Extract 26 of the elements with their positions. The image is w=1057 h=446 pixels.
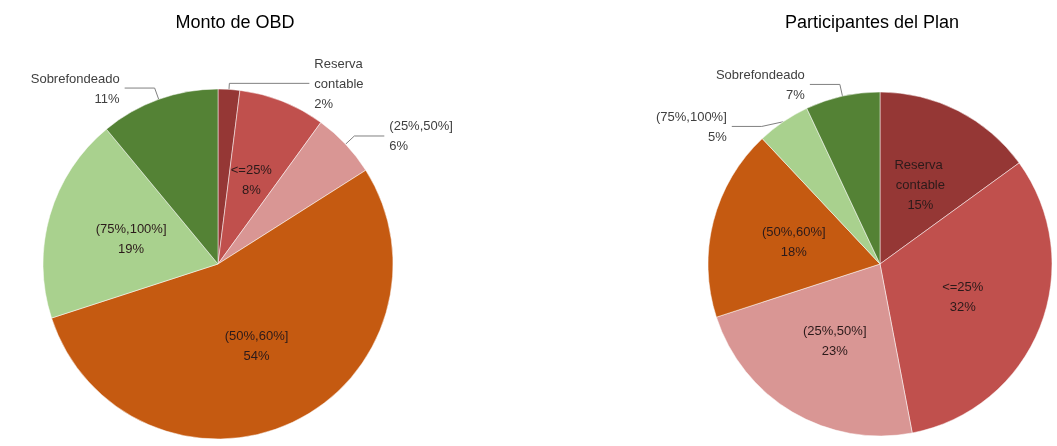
chart-title: Monto de OBD: [175, 12, 295, 32]
data-label: 11%: [94, 90, 121, 106]
data-label: 19%: [118, 241, 145, 257]
data-label: 54%: [243, 348, 270, 364]
data-label: 2%: [314, 95, 334, 111]
slice-label: (50%,60%]: [762, 224, 826, 240]
data-label: 18%: [780, 244, 808, 260]
data-label: 6%: [389, 138, 409, 154]
data-label: 8%: [241, 182, 262, 198]
data-label: 32%: [949, 299, 977, 315]
slice-label: <=25%: [942, 279, 984, 295]
slice-label: Sobrefondeado: [30, 70, 120, 86]
slice-label: <=25%: [230, 162, 273, 178]
data-label: 23%: [821, 343, 849, 359]
data-label: 7%: [786, 86, 806, 102]
data-label: 5%: [707, 128, 728, 144]
slice-label: (25%,50%]: [389, 118, 453, 134]
slice-label: Reserva contable: [314, 55, 367, 91]
slice-label: Reserva contable: [894, 157, 947, 193]
slice-label: (75%,100%]: [95, 221, 167, 237]
slice-label: (75%,100%]: [655, 108, 727, 124]
slice-label: (25%,50%]: [802, 323, 867, 339]
slice-label: Sobrefondeado: [715, 66, 805, 82]
slice-label: (50%,60%]: [224, 328, 289, 344]
chart-title: Participantes del Plan: [784, 12, 960, 32]
data-label: 15%: [907, 197, 934, 213]
